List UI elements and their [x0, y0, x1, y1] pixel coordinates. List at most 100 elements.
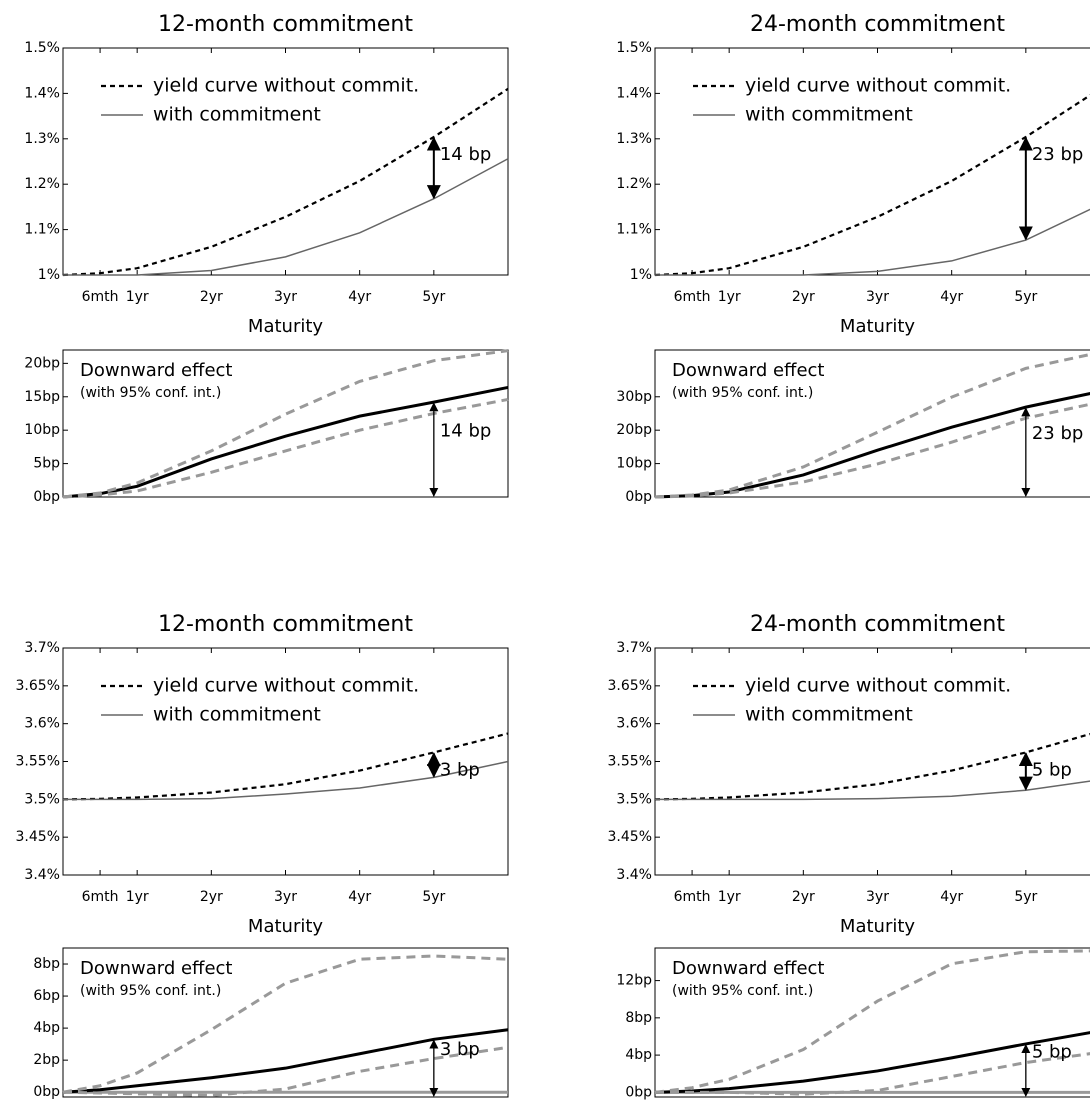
legend-label: yield curve without commit.	[745, 675, 1011, 697]
x-tick-label: 3yr	[274, 289, 297, 305]
y-tick-label: 3.65%	[608, 678, 652, 694]
y-tick-label: 3.45%	[608, 829, 652, 845]
annotation-label: 5 bp	[1032, 1041, 1072, 1062]
legend-label: with commitment	[153, 704, 321, 726]
y-tick-label: 20bp	[616, 422, 652, 438]
series-line	[654, 949, 1090, 1094]
series-line	[654, 732, 1090, 801]
panel-title: Downward effect	[672, 958, 825, 979]
legend-label: with commitment	[745, 704, 913, 726]
x-tick-label: 2yr	[792, 889, 815, 905]
series-line	[654, 402, 1090, 499]
chart-title: 24-month commitment	[750, 612, 1005, 637]
series-line	[655, 780, 1090, 801]
series-line	[654, 1031, 1090, 1094]
chart-title: 12-month commitment	[158, 612, 413, 637]
x-tick-label: 6mth	[82, 889, 119, 905]
x-tick-label: 1yr	[126, 289, 149, 305]
x-tick-label: 1yr	[718, 289, 741, 305]
y-tick-label: 8bp	[33, 956, 60, 972]
y-tick-label: 1.1%	[616, 222, 652, 238]
series-line	[62, 397, 509, 499]
x-tick-label: 2yr	[200, 889, 223, 905]
y-tick-label: 1.2%	[24, 176, 60, 192]
chart-title: 24-month commitment	[750, 12, 1005, 37]
panel-subtitle: (with 95% conf. int.)	[80, 385, 221, 401]
y-tick-label: 15bp	[24, 389, 60, 405]
y-tick-label: 1.5%	[616, 40, 652, 56]
x-tick-label: 1yr	[126, 889, 149, 905]
x-axis-label: Maturity	[248, 316, 323, 337]
x-tick-label: 5yr	[422, 889, 445, 905]
panel-subtitle: (with 95% conf. int.)	[672, 385, 813, 401]
y-tick-label: 6bp	[33, 988, 60, 1004]
y-tick-label: 1.3%	[616, 131, 652, 147]
y-tick-label: 3.55%	[16, 754, 60, 770]
plot-frame	[62, 349, 509, 498]
series-line	[62, 385, 509, 499]
annotation-label: 3 bp	[440, 759, 480, 780]
y-tick-label: 3.7%	[24, 640, 60, 656]
series-line	[63, 158, 509, 276]
x-tick-label: 5yr	[422, 289, 445, 305]
legend-label: with commitment	[153, 104, 321, 126]
x-axis-label: Maturity	[840, 916, 915, 937]
y-tick-label: 8bp	[625, 1010, 652, 1026]
plot-frame	[62, 947, 509, 1098]
legend-label: yield curve without commit.	[153, 675, 419, 697]
y-tick-label: 5bp	[33, 456, 60, 472]
y-tick-label: 0bp	[33, 1084, 60, 1100]
x-tick-label: 3yr	[866, 889, 889, 905]
y-tick-label: 20bp	[24, 355, 60, 371]
legend-label: yield curve without commit.	[153, 75, 419, 97]
y-tick-label: 1.2%	[616, 176, 652, 192]
y-tick-label: 3.6%	[24, 716, 60, 732]
y-tick-label: 1.5%	[24, 40, 60, 56]
y-tick-label: 1%	[630, 267, 652, 283]
y-tick-label: 1.4%	[616, 85, 652, 101]
series-line	[655, 1052, 1090, 1096]
y-tick-label: 2bp	[33, 1052, 60, 1068]
x-tick-label: 4yr	[348, 889, 371, 905]
series-line	[62, 1028, 509, 1094]
x-tick-label: 4yr	[940, 289, 963, 305]
annotation-label: 23 bp	[1032, 423, 1083, 444]
y-tick-label: 1%	[38, 267, 60, 283]
panel-title: Downward effect	[672, 360, 825, 381]
legend-label: yield curve without commit.	[745, 75, 1011, 97]
y-tick-label: 1.1%	[24, 222, 60, 238]
x-tick-label: 6mth	[674, 289, 711, 305]
series-line	[654, 352, 1090, 499]
plot-frame	[654, 349, 1090, 498]
legend-label: with commitment	[745, 104, 913, 126]
series-line	[654, 392, 1090, 499]
x-tick-label: 4yr	[348, 289, 371, 305]
annotation-label: 14 bp	[440, 144, 491, 165]
y-tick-label: 3.6%	[616, 716, 652, 732]
y-tick-label: 0bp	[625, 1084, 652, 1100]
panel-title: Downward effect	[80, 360, 233, 381]
x-tick-label: 5yr	[1014, 289, 1037, 305]
y-tick-label: 3.4%	[616, 867, 652, 883]
x-axis-label: Maturity	[840, 316, 915, 337]
y-tick-label: 3.5%	[616, 791, 652, 807]
series-line	[62, 349, 509, 499]
y-tick-label: 0bp	[625, 489, 652, 505]
y-tick-label: 10bp	[24, 422, 60, 438]
y-tick-label: 10bp	[616, 456, 652, 472]
chart-title: 12-month commitment	[158, 12, 413, 37]
series-line	[63, 760, 509, 801]
series-line	[62, 732, 509, 801]
x-tick-label: 3yr	[274, 889, 297, 905]
y-tick-label: 3.45%	[16, 829, 60, 845]
x-tick-label: 3yr	[866, 289, 889, 305]
series-line	[62, 87, 509, 277]
panel-title: Downward effect	[80, 958, 233, 979]
x-tick-label: 2yr	[200, 289, 223, 305]
y-tick-label: 3.4%	[24, 867, 60, 883]
x-tick-label: 1yr	[718, 889, 741, 905]
y-tick-label: 4bp	[625, 1047, 652, 1063]
x-tick-label: 5yr	[1014, 889, 1037, 905]
y-tick-label: 3.65%	[16, 678, 60, 694]
